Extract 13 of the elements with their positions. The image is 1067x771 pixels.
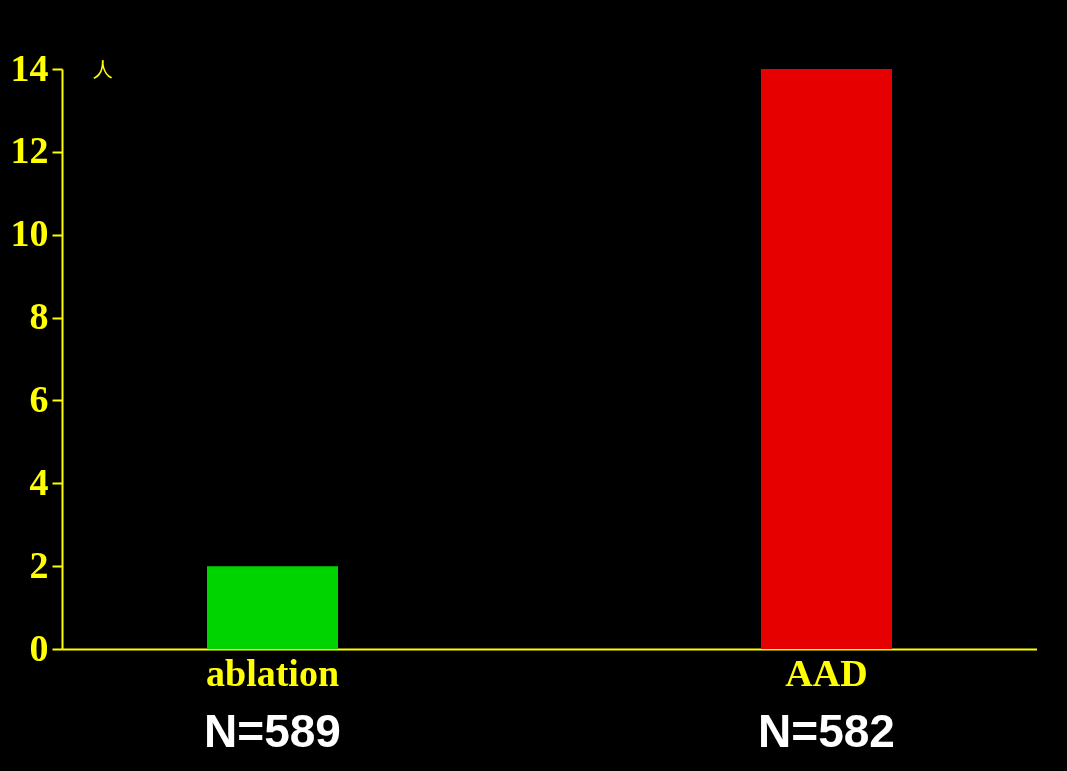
text: N=589 <box>204 705 341 757</box>
y-tick-label: 2 <box>29 543 49 586</box>
y-tick-label: 12 <box>10 129 49 172</box>
y-tick-label: 6 <box>29 377 49 420</box>
y-axis-title: 人 <box>92 56 113 81</box>
x-tick-label: ablation <box>205 651 340 694</box>
y-tick-label: 10 <box>10 212 49 255</box>
y-tick-label: 4 <box>29 460 49 503</box>
x-tick-label: AAD <box>785 651 868 694</box>
y-tick-label: 8 <box>29 295 49 338</box>
y-tick-label: 0 <box>29 626 49 669</box>
text: N=582 <box>758 705 895 757</box>
y-tick-label: 14 <box>10 46 49 89</box>
